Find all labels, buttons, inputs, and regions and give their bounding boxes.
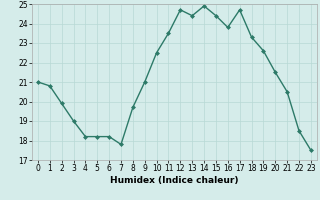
X-axis label: Humidex (Indice chaleur): Humidex (Indice chaleur) [110, 176, 239, 185]
